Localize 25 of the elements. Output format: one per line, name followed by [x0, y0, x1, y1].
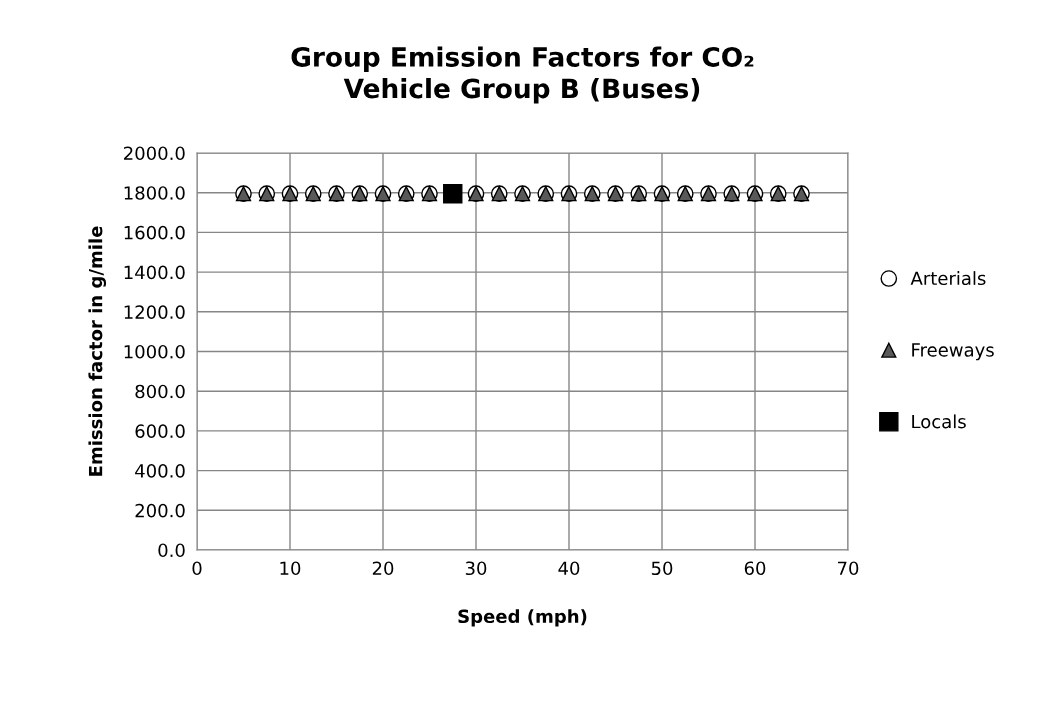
y-tick-label: 1800.0 [124, 186, 185, 200]
x-axis-title: Speed (mph) [458, 609, 587, 627]
x-tick-label: 20 [372, 561, 394, 576]
x-tick-label: 70 [837, 561, 859, 576]
y-tick-label: 600.0 [135, 424, 185, 439]
x-tick-label: 30 [465, 561, 487, 576]
y-tick-label: 200.0 [135, 503, 185, 518]
x-tick-label: 60 [744, 561, 766, 576]
legend-label: Freeways [912, 343, 994, 361]
x-tick-label: 40 [558, 561, 580, 576]
y-tick-label: 2000.0 [124, 146, 185, 161]
x-tick-label: 50 [651, 561, 673, 576]
y-tick-label: 1400.0 [124, 265, 185, 280]
y-tick-label: 400.0 [135, 464, 185, 478]
y-axis-title: Emission factor in g/mile [88, 226, 107, 476]
y-tick-label: 0.0 [158, 543, 185, 558]
y-tick-label: 1000.0 [124, 344, 185, 359]
x-tick-label: 10 [280, 561, 301, 576]
y-tick-label: 1600.0 [124, 225, 185, 240]
x-tick-label: 0 [192, 561, 202, 576]
legend-label: Arterials [910, 271, 986, 286]
y-tick-label: 1200.0 [124, 305, 185, 319]
chart-title: Group Emission Factors for CO₂ Vehicle Group B (Buses) [291, 46, 754, 104]
y-tick-label: 800.0 [135, 384, 185, 399]
legend-label: Locals [912, 414, 966, 429]
